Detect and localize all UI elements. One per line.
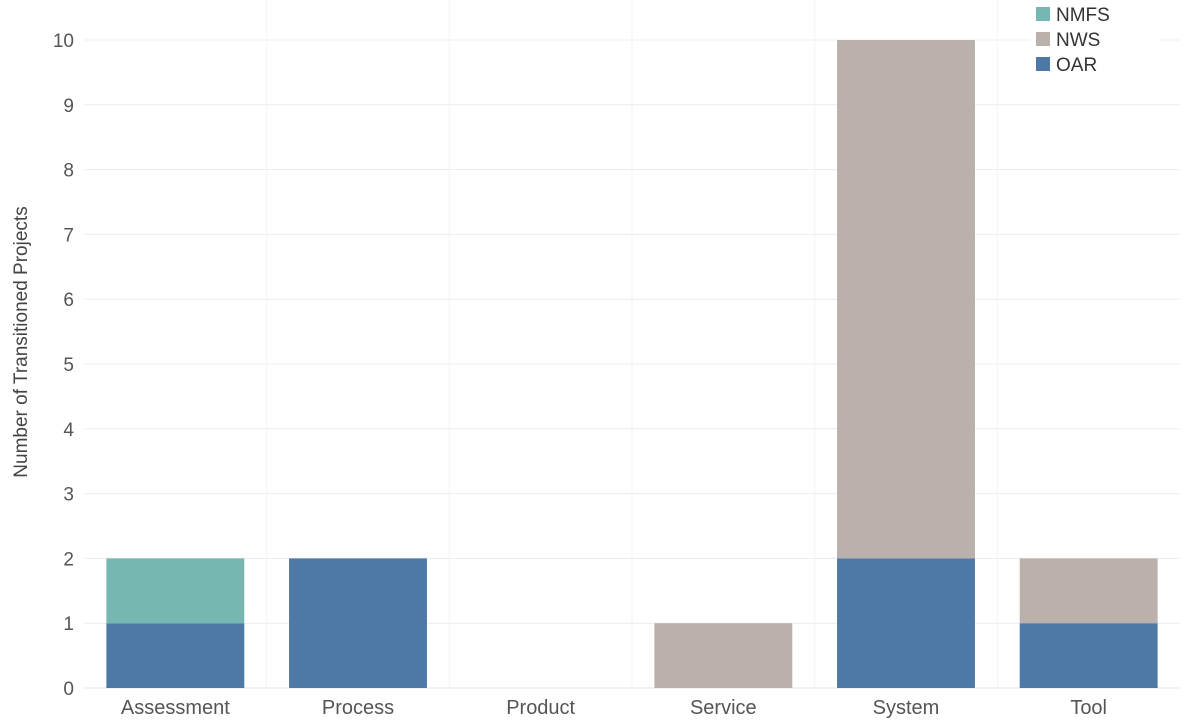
- legend-swatch-nws: [1036, 32, 1050, 46]
- legend-label-oar: OAR: [1056, 55, 1097, 76]
- legend: NMFS NWS OAR: [1030, 0, 1160, 102]
- y-tick-label: 9: [63, 96, 74, 117]
- x-category-label: Service: [690, 697, 757, 719]
- legend-swatch-oar: [1036, 57, 1050, 71]
- legend-swatch-nmfs: [1036, 7, 1050, 21]
- y-tick-label: 6: [63, 290, 74, 311]
- y-tick-label: 4: [63, 420, 74, 441]
- bar-nmfs-assessment: [106, 558, 244, 623]
- x-category-label: Assessment: [121, 697, 230, 719]
- bar-oar-process: [289, 558, 427, 688]
- x-category-label: Product: [506, 697, 575, 719]
- y-tick-label: 7: [63, 225, 74, 246]
- x-category-label: Process: [322, 697, 394, 719]
- x-category-label: System: [873, 697, 940, 719]
- x-category-label: Tool: [1070, 697, 1107, 719]
- y-tick-label: 2: [63, 549, 74, 570]
- bar-nws-system: [837, 40, 975, 558]
- y-tick-label: 1: [63, 614, 74, 635]
- y-tick-label: 5: [63, 355, 74, 376]
- y-axis-ticks: 0 1 2 3 4 5 6 7 8 9 10: [53, 31, 75, 700]
- bar-nws-service: [654, 623, 792, 688]
- y-axis-title: Number of Transitioned Projects: [11, 206, 32, 477]
- y-tick-label: 10: [53, 31, 74, 52]
- x-axis-categories: Assessment Process Product Service System Too…: [121, 697, 1107, 719]
- y-tick-label: 8: [63, 161, 74, 182]
- bar-oar-assessment: [106, 623, 244, 688]
- y-tick-label: 0: [63, 679, 74, 700]
- bar-oar-tool: [1020, 623, 1158, 688]
- bar-nws-tool: [1020, 558, 1158, 623]
- legend-label-nmfs: NMFS: [1056, 5, 1110, 26]
- legend-label-nws: NWS: [1056, 30, 1100, 51]
- bar-oar-system: [837, 558, 975, 688]
- gridlines: [84, 0, 1180, 688]
- y-tick-label: 3: [63, 485, 74, 506]
